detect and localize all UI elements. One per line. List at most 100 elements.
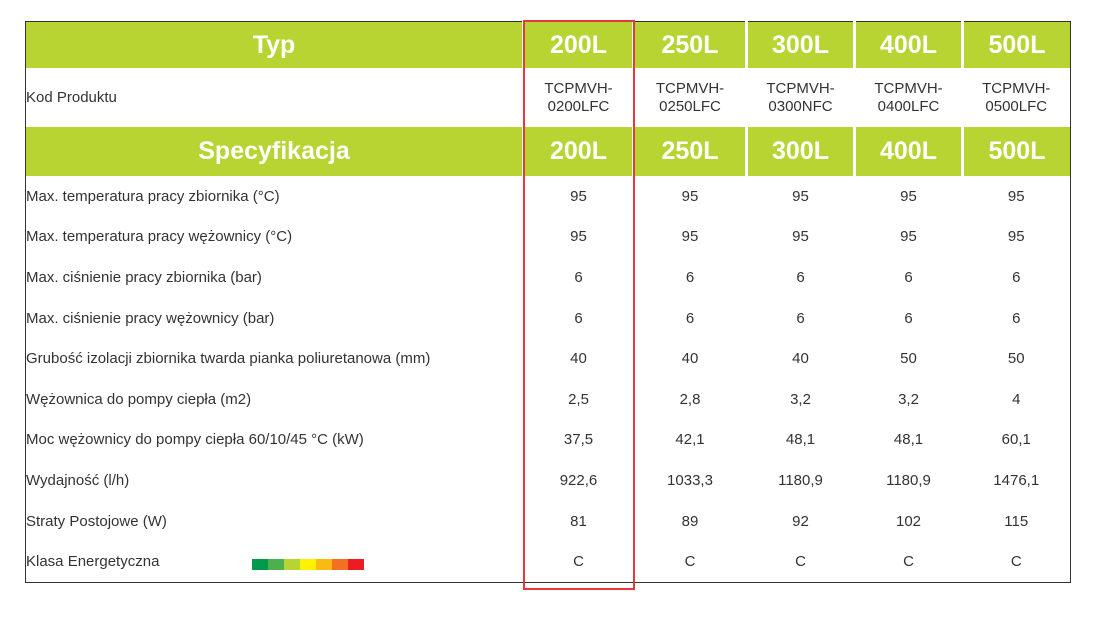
- row-label: Klasa Energetyczna: [26, 553, 160, 571]
- value-cell: 95: [900, 187, 917, 205]
- row-label: Max. temperatura pracy zbiornika (°C): [26, 187, 280, 205]
- product-code-part: TCPMVH-: [655, 79, 725, 97]
- product-code-cell: TCPMVH- 0200LFC: [523, 68, 634, 127]
- product-code-part: 0250LFC: [659, 97, 721, 115]
- product-code-part: 0400LFC: [877, 97, 940, 115]
- energy-class-segment: [332, 559, 348, 570]
- value-cell: 95: [681, 228, 699, 246]
- table-row: Klasa Energetyczna C C C C C: [26, 541, 1071, 582]
- type-header-row: Typ 200L 250L 300L 400L 500L: [25, 21, 1071, 68]
- size-header: 250L: [632, 127, 747, 176]
- row-label: Grubość izolacji zbiornika twarda pianka…: [26, 350, 431, 368]
- energy-class-segment: [284, 559, 300, 570]
- energy-class-segment: [268, 559, 284, 570]
- value-cell: 2,5: [568, 390, 589, 408]
- value-cell: 60,1: [1001, 431, 1031, 449]
- value-cell: 50: [900, 350, 917, 368]
- value-cell: 6: [796, 268, 805, 286]
- energy-class-segment: [316, 559, 332, 570]
- table-row: Straty Postojowe (W) 81 89 92 102 115: [26, 501, 1071, 542]
- value-cell: 48,1: [893, 431, 924, 449]
- table-row: Wydajność (l/h) 922,6 1033,3 1180,9 1180…: [26, 460, 1071, 501]
- value-cell: 37,5: [563, 431, 594, 449]
- size-header: 400L: [853, 21, 963, 68]
- spec-table: Typ 200L 250L 300L 400L 500L Kod Produkt…: [25, 21, 1071, 583]
- value-cell: C: [795, 553, 806, 571]
- value-cell: C: [1010, 553, 1022, 571]
- table-row: Max. temperatura pracy wężownicy (°C) 95…: [26, 217, 1071, 258]
- energy-class-segment: [252, 559, 268, 570]
- spec-header-row: Specyfikacja 200L 250L 300L 400L 500L: [25, 127, 1071, 176]
- row-label: Wężownica do pompy ciepła (m2): [26, 390, 252, 408]
- value-cell: 81: [570, 512, 587, 530]
- value-cell: 6: [1012, 268, 1021, 286]
- value-cell: 115: [1004, 512, 1029, 530]
- value-cell: 40: [792, 350, 809, 368]
- table-row: Max. ciśnienie pracy wężownicy (bar) 6 6…: [26, 298, 1071, 339]
- product-code-part: TCPMVH-: [982, 79, 1051, 97]
- table-row: Wężownica do pompy ciepła (m2) 2,5 2,8 3…: [26, 379, 1071, 420]
- row-label: Max. ciśnienie pracy zbiornika (bar): [26, 268, 262, 286]
- value-cell: 95: [681, 187, 699, 205]
- value-cell: 89: [681, 512, 699, 530]
- value-cell: 95: [792, 187, 809, 205]
- product-code-cell: TCPMVH- 0500LFC: [962, 68, 1071, 127]
- size-header: 200L: [522, 127, 634, 176]
- row-label: Wydajność (l/h): [26, 471, 130, 489]
- product-code-row: Kod Produktu TCPMVH- 0200LFC TCPMVH- 0250L…: [25, 68, 1071, 127]
- value-cell: 95: [792, 228, 809, 246]
- product-code-part: TCPMVH-: [874, 79, 943, 97]
- value-cell: 6: [685, 268, 695, 286]
- value-cell: C: [903, 553, 914, 571]
- value-cell: C: [573, 553, 584, 571]
- size-header: 500L: [961, 21, 1071, 68]
- spec-header: Specyfikacja: [25, 127, 524, 176]
- value-cell: 2,8: [679, 390, 701, 408]
- energy-class-segment: [348, 559, 364, 570]
- product-code-cell: TCPMVH- 0300NFC: [746, 68, 855, 127]
- value-cell: 1180,9: [778, 471, 823, 489]
- product-code-part: TCPMVH-: [766, 79, 835, 97]
- table-row: Max. ciśnienie pracy zbiornika (bar) 6 6…: [26, 257, 1071, 298]
- value-cell: 1033,3: [667, 471, 713, 489]
- value-cell: 922,6: [559, 471, 598, 489]
- value-cell: 6: [574, 268, 583, 286]
- value-cell: 6: [1012, 309, 1021, 327]
- row-label: Max. ciśnienie pracy wężownicy (bar): [26, 309, 275, 327]
- size-header: 400L: [853, 127, 963, 176]
- table-row: Moc wężownicy do pompy ciepła 60/10/45 °…: [26, 420, 1071, 461]
- value-cell: 3,2: [790, 390, 811, 408]
- value-cell: 6: [904, 268, 913, 286]
- row-label: Straty Postojowe (W): [26, 512, 167, 530]
- value-cell: 95: [570, 187, 587, 205]
- value-cell: 4: [1012, 390, 1021, 408]
- value-cell: C: [684, 553, 696, 571]
- size-header: 250L: [632, 21, 747, 68]
- size-header: 500L: [961, 127, 1071, 176]
- table-row: Max. temperatura pracy zbiornika (°C) 95…: [26, 176, 1071, 217]
- value-cell: 92: [792, 512, 809, 530]
- value-cell: 102: [895, 512, 922, 530]
- table-row: Grubość izolacji zbiornika twarda pianka…: [26, 338, 1071, 379]
- size-header: 300L: [745, 127, 855, 176]
- product-code-part: TCPMVH-: [544, 79, 613, 97]
- value-cell: 1476,1: [993, 471, 1040, 489]
- product-code-cell: TCPMVH- 0400LFC: [854, 68, 963, 127]
- energy-class-segment: [300, 559, 316, 570]
- value-cell: 40: [681, 350, 699, 368]
- value-cell: 3,2: [898, 390, 919, 408]
- value-cell: 48,1: [785, 431, 816, 449]
- value-cell: 95: [570, 228, 587, 246]
- value-cell: 42,1: [675, 431, 705, 449]
- product-code-label: Kod Produktu: [25, 68, 524, 127]
- typ-header: Typ: [25, 21, 524, 68]
- row-label: Moc wężownicy do pompy ciepła 60/10/45 °…: [26, 431, 364, 449]
- size-header: 300L: [745, 21, 855, 68]
- size-header: 200L: [522, 21, 634, 68]
- value-cell: 6: [904, 309, 913, 327]
- value-cell: 1180,9: [886, 471, 931, 489]
- value-cell: 6: [685, 309, 695, 327]
- value-cell: 95: [1007, 187, 1025, 205]
- value-cell: 95: [1007, 228, 1025, 246]
- product-code-part: 0300NFC: [768, 97, 833, 115]
